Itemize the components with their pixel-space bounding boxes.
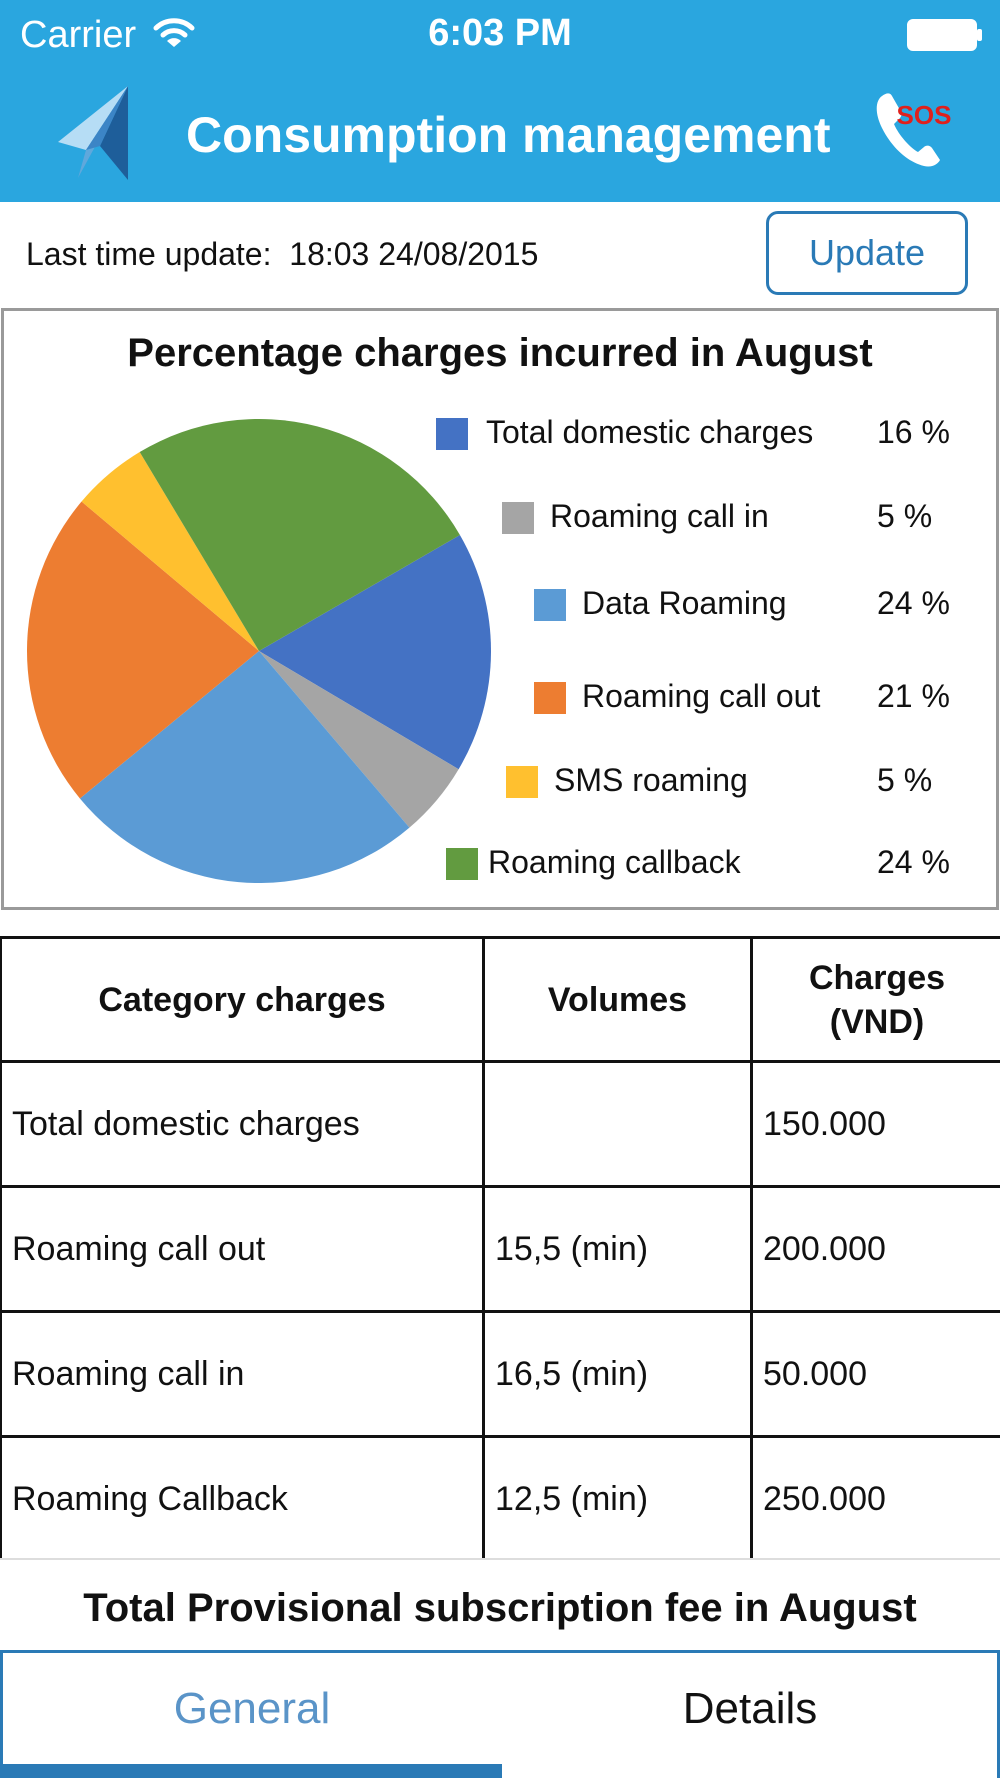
cell-category: Total domestic charges — [0, 1060, 485, 1188]
legend-swatch — [446, 848, 478, 880]
charges-table: Category charges Volumes Charges (VND) To… — [0, 936, 1000, 1558]
cell-volume: 15,5 (min) — [482, 1185, 753, 1313]
legend-label: Total domestic charges — [486, 414, 814, 450]
legend-swatch — [502, 502, 534, 534]
cell-category: Roaming call out — [0, 1185, 485, 1313]
cell-charge: 200.000 — [750, 1185, 1000, 1313]
pie-slice-roaming-call-in — [259, 651, 459, 828]
legend-item: Roaming call in 5 % — [4, 496, 994, 536]
cell-charge: 150.000 — [750, 1060, 1000, 1188]
cell-category: Roaming Callback — [0, 1435, 485, 1558]
paper-plane-icon — [56, 84, 132, 185]
wifi-icon — [152, 16, 196, 55]
pie-slice-total-domestic-charges — [259, 535, 492, 770]
legend-value: 16 % — [877, 414, 950, 450]
legend-label: Roaming call in — [550, 498, 769, 534]
status-time: 6:03 PM — [428, 12, 572, 54]
cell-charge: 250.000 — [750, 1435, 1000, 1558]
cell-volume: 12,5 (min) — [482, 1435, 753, 1558]
legend-label: Roaming call out — [582, 678, 821, 714]
header-charges: Charges (VND) — [750, 936, 1000, 1063]
legend-item: Data Roaming 24 % — [4, 583, 994, 623]
last-update-info: Last time update: 18:03 24/08/2015 — [26, 236, 538, 273]
active-tab-indicator — [0, 1764, 502, 1778]
header-category: Category charges — [0, 936, 485, 1063]
table-row: Roaming call in 16,5 (min) 50.000 — [0, 1310, 1000, 1438]
legend-item: SMS roaming 5 % — [4, 760, 994, 800]
page-title: Consumption management — [186, 107, 831, 163]
total-fee-label: Total Provisional subscription fee in Au… — [83, 1586, 917, 1630]
cell-category: Roaming call in — [0, 1310, 485, 1438]
legend-label: Roaming callback — [488, 844, 741, 880]
update-button[interactable]: Update — [766, 211, 968, 295]
app-header: Carrier 6:03 PM Consumption management — [0, 0, 1000, 202]
chart-title: Percentage charges incurred in August — [127, 331, 873, 375]
legend-value: 24 % — [877, 585, 950, 621]
phone-sos-icon: SOS — [876, 93, 952, 167]
last-update-label: Last time update: — [26, 236, 272, 272]
charges-table-container: Category charges Volumes Charges (VND) To… — [0, 936, 1000, 1558]
header-charges-label: Charges (VND) — [808, 958, 946, 1041]
pie-slice-data-roaming — [79, 651, 410, 883]
cell-charge: 50.000 — [750, 1310, 1000, 1438]
legend-swatch — [534, 589, 566, 621]
tab-general[interactable]: General — [173, 1684, 331, 1733]
legend-item: Roaming call out 21 % — [4, 676, 994, 716]
legend-swatch — [534, 682, 566, 714]
legend-item: Roaming callback 24 % — [4, 842, 994, 882]
update-row: Last time update: 18:03 24/08/2015 Updat… — [0, 202, 1000, 306]
status-bar: Carrier 6:03 PM — [0, 0, 1000, 70]
legend-value: 5 % — [877, 762, 933, 798]
pie-slice-sms-roaming — [81, 452, 259, 651]
sos-call-button[interactable]: SOS — [872, 90, 962, 170]
table-row: Roaming Callback 12,5 (min) 250.000 — [0, 1435, 1000, 1558]
cell-volume — [482, 1060, 753, 1188]
cell-volume: 16,5 (min) — [482, 1310, 753, 1438]
table-row: Total domestic charges 150.000 — [0, 1060, 1000, 1188]
table-header-row: Category charges Volumes Charges (VND) — [0, 936, 1000, 1063]
pie-slice-roaming-callback — [139, 419, 460, 651]
pie-chart — [26, 419, 492, 883]
table-row: Roaming call out 15,5 (min) 200.000 — [0, 1185, 1000, 1313]
pie-slice-roaming-call-out — [26, 501, 259, 799]
pie-chart-panel: Percentage charges incurred in August To… — [1, 308, 999, 910]
legend-label: Data Roaming — [582, 585, 787, 621]
legend-swatch — [506, 766, 538, 798]
sos-label: SOS — [897, 100, 952, 130]
legend-value: 5 % — [877, 498, 933, 534]
tab-details[interactable]: Details — [682, 1684, 818, 1733]
total-fee-bar: Total Provisional subscription fee in Au… — [0, 1558, 1000, 1650]
header-volumes: Volumes — [482, 936, 753, 1063]
carrier-label: Carrier — [20, 14, 137, 56]
legend-swatch — [436, 418, 468, 450]
tab-bar: General Details — [0, 1650, 1000, 1778]
legend-value: 24 % — [877, 844, 950, 880]
legend-value: 21 % — [877, 678, 950, 714]
legend-item: Total domestic charges 16 % — [4, 412, 994, 452]
battery-icon — [906, 18, 984, 57]
last-update-timestamp: 18:03 24/08/2015 — [289, 236, 539, 272]
legend-label: SMS roaming — [554, 762, 748, 798]
